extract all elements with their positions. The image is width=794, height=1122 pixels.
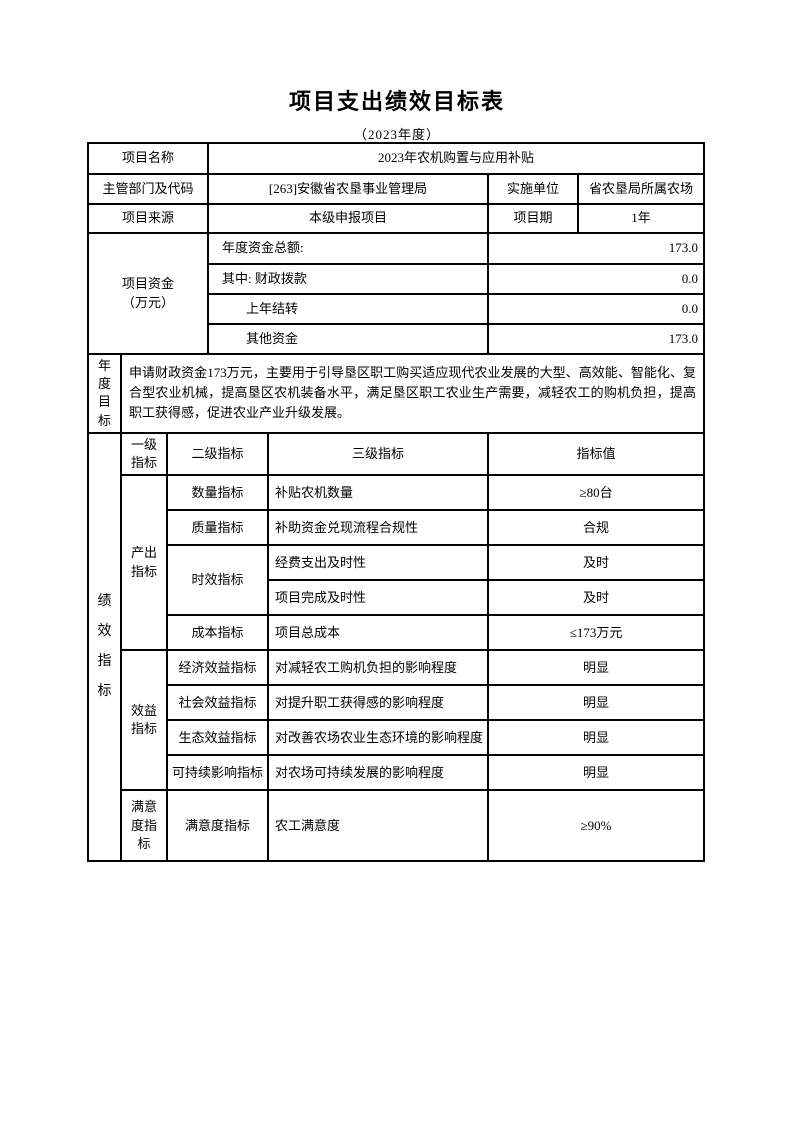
row-source: 项目来源 本级申报项目 项目期 1年 xyxy=(87,203,706,234)
project-period-label: 项目期 xyxy=(487,203,579,234)
l2-cell: 成本指标 xyxy=(166,614,269,652)
department-label: 主管部门及代码 xyxy=(87,173,209,205)
performance-target-table: 项目名称 2023年农机购置与应用补贴 主管部门及代码 [263]安徽省农垦事业… xyxy=(87,142,706,863)
funding-total-value: 173.0 xyxy=(486,232,706,265)
l2-cell: 质量指标 xyxy=(166,509,269,547)
project-source-value: 本级申报项目 xyxy=(207,203,489,234)
project-name-value: 2023年农机购置与应用补贴 xyxy=(206,142,706,175)
l3-cell: 对减轻农工购机负担的影响程度 xyxy=(267,649,489,687)
l2-cell: 满意度指标 xyxy=(166,789,269,863)
project-name-label: 项目名称 xyxy=(87,142,209,175)
l2-cell: 可持续影响指标 xyxy=(166,754,269,792)
l2-cell: 数量指标 xyxy=(166,474,269,512)
page-subtitle: （2023年度） xyxy=(353,127,440,142)
indicator-row: 产出 指标 数量指标 补贴农机数量 ≥80台 xyxy=(88,474,706,652)
header-level2: 二级指标 xyxy=(166,431,269,477)
header-value: 指标值 xyxy=(486,431,706,477)
l3-cell: 补助资金兑现流程合规性 xyxy=(267,509,489,547)
project-period-value: 1年 xyxy=(576,203,706,234)
funding-fiscal-label: 其中: 财政拨款 xyxy=(207,263,489,295)
header-level3: 三级指标 xyxy=(267,431,489,477)
funding-total-label: 年度资金总额: xyxy=(207,232,489,265)
row-department: 主管部门及代码 [263]安徽省农垦事业管理局 实施单位 省农垦局所属农场 xyxy=(87,173,706,205)
l2-cell: 生态效益指标 xyxy=(166,719,269,757)
value-cell: 明显 xyxy=(486,684,706,722)
l2-cell: 社会效益指标 xyxy=(166,684,269,722)
l3-cell: 项目总成本 xyxy=(267,614,489,652)
project-source-label: 项目来源 xyxy=(87,203,209,234)
value-cell: ≥90% xyxy=(486,789,706,863)
group-benefit-label: 效益 指标 xyxy=(120,649,168,792)
indicator-row: 满意 度指 标 满意度指标 农工满意度 ≥90% xyxy=(88,789,706,863)
funding-label: 项目资金 （万元） xyxy=(87,232,209,355)
row-funding-other: 其他资金 173.0 xyxy=(88,323,706,355)
row-project-name: 项目名称 2023年农机购置与应用补贴 xyxy=(87,142,706,175)
annual-goal-label: 年度 目标 xyxy=(87,353,122,434)
l2-cell: 时效指标 xyxy=(166,544,269,617)
value-cell: 合规 xyxy=(486,509,706,547)
row-annual-goal: 年度 目标 申请财政资金173万元，主要用于引导垦区职工购买适应现代农业发展的大… xyxy=(87,353,706,434)
l3-cell: 对改善农场农业生态环境的影响程度 xyxy=(267,719,489,757)
value-cell: 及时 xyxy=(486,544,706,582)
indicator-row: 社会效益指标 对提升职工获得感的影响程度 明显 xyxy=(88,684,706,722)
group-output-label: 产出 指标 xyxy=(120,474,168,652)
page-title: 项目支出绩效目标表 xyxy=(288,89,505,114)
l3-cell: 对农场可持续发展的影响程度 xyxy=(267,754,489,792)
l3-cell: 农工满意度 xyxy=(267,789,489,863)
row-funding-carryover: 上年结转 0.0 xyxy=(88,293,706,325)
indicator-row: 效益 指标 经济效益指标 对减轻农工购机负担的影响程度 明显 xyxy=(88,649,706,792)
value-cell: 明显 xyxy=(486,649,706,687)
indicator-row: 可持续影响指标 对农场可持续发展的影响程度 明显 xyxy=(88,754,706,792)
l3-cell: 对提升职工获得感的影响程度 xyxy=(267,684,489,722)
row-indicator-header: 绩 效 指 标 一级 指标 二级指标 三级指标 指标值 xyxy=(87,431,706,863)
funding-other-label: 其他资金 xyxy=(207,323,489,355)
l3-cell: 项目完成及时性 xyxy=(267,579,489,617)
funding-carryover-value: 0.0 xyxy=(486,293,706,325)
implementing-unit-label: 实施单位 xyxy=(487,173,579,205)
performance-indicator-side-label: 绩 效 指 标 xyxy=(87,431,122,863)
indicator-row: 生态效益指标 对改善农场农业生态环境的影响程度 明显 xyxy=(88,719,706,757)
indicator-row: 项目完成及时性 及时 xyxy=(88,579,706,617)
l2-cell: 经济效益指标 xyxy=(166,649,269,687)
value-cell: ≤173万元 xyxy=(486,614,706,652)
implementing-unit-value: 省农垦局所属农场 xyxy=(576,173,706,205)
value-cell: 及时 xyxy=(486,579,706,617)
header-level1: 一级 指标 xyxy=(120,431,168,477)
row-funding-total: 项目资金 （万元） 年度资金总额: 173.0 xyxy=(87,232,706,355)
funding-carryover-label: 上年结转 xyxy=(207,293,489,325)
department-value: [263]安徽省农垦事业管理局 xyxy=(207,173,489,205)
l3-cell: 经费支出及时性 xyxy=(267,544,489,582)
indicator-row: 时效指标 经费支出及时性 及时 xyxy=(88,544,706,617)
annual-goal-text: 申请财政资金173万元，主要用于引导垦区职工购买适应现代农业发展的大型、高效能、… xyxy=(119,353,706,434)
funding-fiscal-value: 0.0 xyxy=(486,263,706,295)
l3-cell: 补贴农机数量 xyxy=(267,474,489,512)
value-cell: ≥80台 xyxy=(486,474,706,512)
indicator-row: 质量指标 补助资金兑现流程合规性 合规 xyxy=(88,509,706,547)
row-funding-fiscal: 其中: 财政拨款 0.0 xyxy=(88,263,706,295)
funding-other-value: 173.0 xyxy=(486,323,706,355)
value-cell: 明显 xyxy=(486,754,706,792)
value-cell: 明显 xyxy=(486,719,706,757)
group-satisfaction-label: 满意 度指 标 xyxy=(120,789,168,863)
indicator-row: 成本指标 项目总成本 ≤173万元 xyxy=(88,614,706,652)
